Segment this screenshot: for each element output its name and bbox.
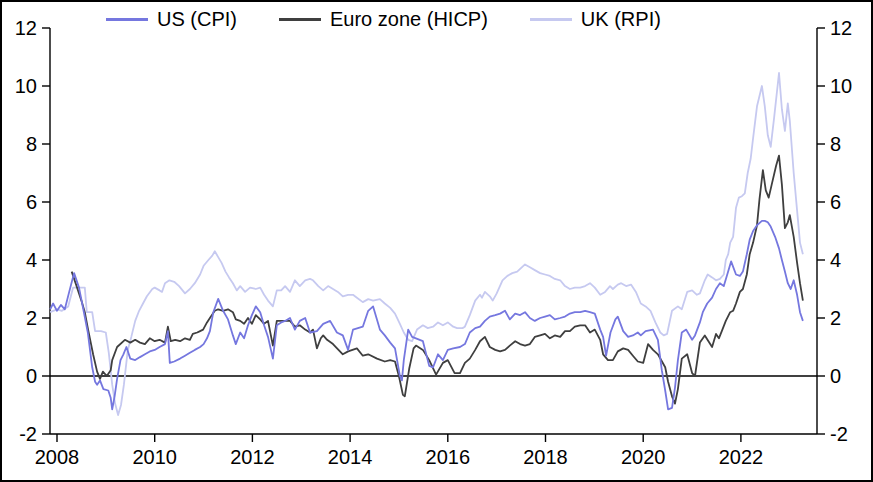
y-tick-label-right: 10 (830, 75, 852, 97)
legend-item-eurozone: Euro zone (HICP) (279, 8, 488, 31)
x-tick-label: 2018 (523, 446, 568, 468)
x-tick-label: 2016 (426, 446, 471, 468)
x-tick-label: 2010 (132, 446, 177, 468)
y-tick-label-right: 8 (830, 133, 841, 155)
us-cpi-line (50, 221, 803, 410)
x-tick-label: 2012 (230, 446, 275, 468)
x-tick-label: 2008 (35, 446, 80, 468)
y-tick-label-left: 2 (26, 307, 37, 329)
y-tick-label-left: 6 (26, 191, 37, 213)
inflation-chart: US (CPI) Euro zone (HICP) UK (RPI) 12 12 1… (0, 0, 873, 482)
legend-item-uk: UK (RPI) (530, 8, 661, 31)
us-line-swatch (106, 18, 148, 21)
uk-line-swatch (530, 18, 572, 21)
y-tick-label-right: 4 (830, 249, 841, 271)
x-tick-label: 2014 (328, 446, 373, 468)
y-tick-label-left: 8 (26, 133, 37, 155)
y-tick-label-right: 6 (830, 191, 841, 213)
x-tick-label: 2022 (719, 446, 764, 468)
y-tick-label-left: 0 (26, 365, 37, 387)
y-tick-label-left: 10 (15, 75, 37, 97)
y-tick-label-right: 2 (830, 307, 841, 329)
y-tick-label-right: 12 (830, 17, 852, 39)
y-tick-label-right: -2 (830, 423, 848, 445)
chart-plot-area: 121210108866442200-2-2200820102012201420… (2, 2, 871, 480)
y-tick-label-right: 0 (830, 365, 841, 387)
eurozone-hicp-line (72, 156, 803, 404)
legend-label-uk: UK (RPI) (581, 8, 661, 31)
y-tick-label-left: 12 (15, 17, 37, 39)
chart-legend: US (CPI) Euro zone (HICP) UK (RPI) (106, 8, 661, 31)
y-tick-label-left: 4 (26, 249, 37, 271)
y-tick-label-left: -2 (19, 423, 37, 445)
x-tick-label: 2020 (621, 446, 666, 468)
legend-item-us: US (CPI) (106, 8, 237, 31)
eurozone-line-swatch (279, 18, 321, 21)
legend-label-us: US (CPI) (157, 8, 237, 31)
legend-label-eurozone: Euro zone (HICP) (330, 8, 488, 31)
